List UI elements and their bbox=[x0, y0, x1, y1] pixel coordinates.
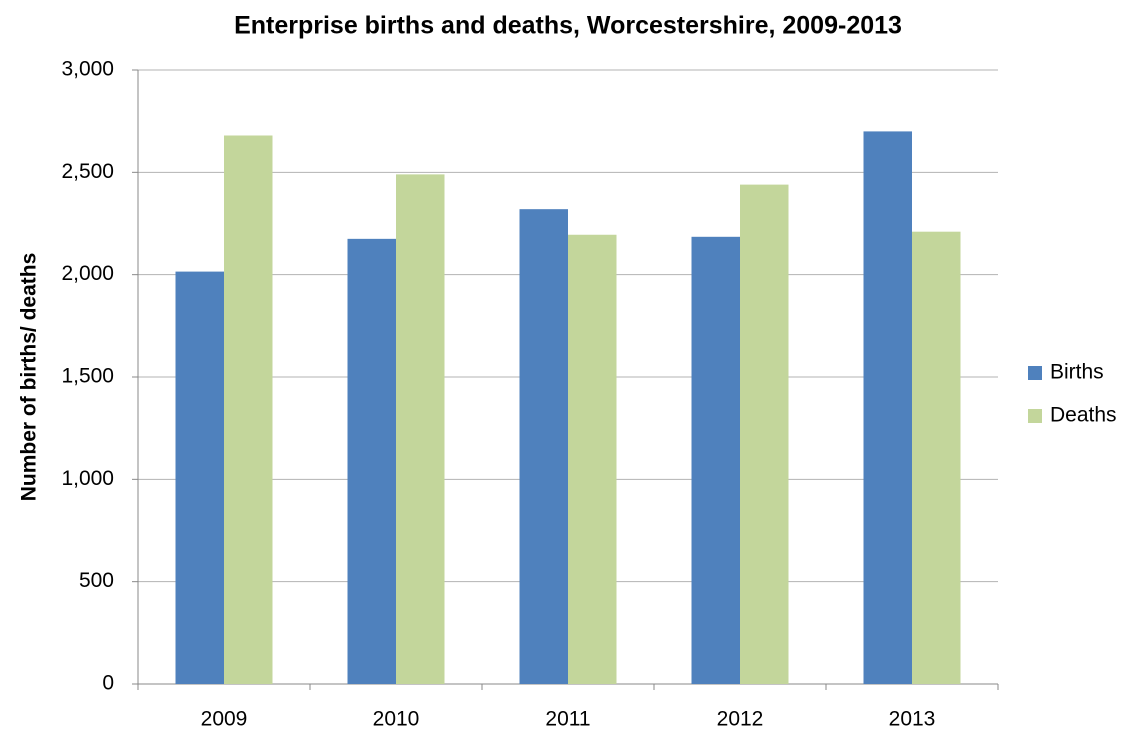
y-tick-label: 2,500 bbox=[61, 160, 114, 183]
bar bbox=[912, 231, 961, 685]
bar bbox=[740, 184, 789, 684]
y-tick-label: 500 bbox=[79, 569, 114, 592]
bar bbox=[396, 174, 445, 684]
legend-label: Births bbox=[1050, 361, 1104, 384]
legend-label: Deaths bbox=[1050, 404, 1117, 427]
chart-title: Enterprise births and deaths, Worcesters… bbox=[234, 12, 902, 40]
bar bbox=[224, 135, 273, 684]
x-tick-label: 2011 bbox=[545, 708, 590, 731]
x-tick-label: 2012 bbox=[717, 708, 764, 731]
y-tick-label: 1,500 bbox=[61, 365, 114, 388]
y-tick-label: 1,000 bbox=[61, 467, 114, 490]
legend-swatch bbox=[1028, 409, 1042, 423]
legend-swatch bbox=[1028, 366, 1042, 380]
y-tick-label: 2,000 bbox=[61, 262, 114, 285]
y-tick-label: 0 bbox=[102, 672, 114, 695]
x-tick-label: 2010 bbox=[373, 708, 420, 731]
y-tick-label: 3,000 bbox=[61, 58, 114, 81]
bar bbox=[568, 234, 617, 685]
bar bbox=[347, 238, 396, 684]
y-axis-title: Number of births/ deaths bbox=[18, 253, 41, 502]
x-tick-label: 2009 bbox=[201, 708, 248, 731]
bar bbox=[519, 209, 568, 684]
bar bbox=[691, 236, 740, 684]
bar bbox=[863, 131, 912, 684]
x-tick-label: 2013 bbox=[889, 708, 936, 731]
bar bbox=[175, 271, 224, 684]
